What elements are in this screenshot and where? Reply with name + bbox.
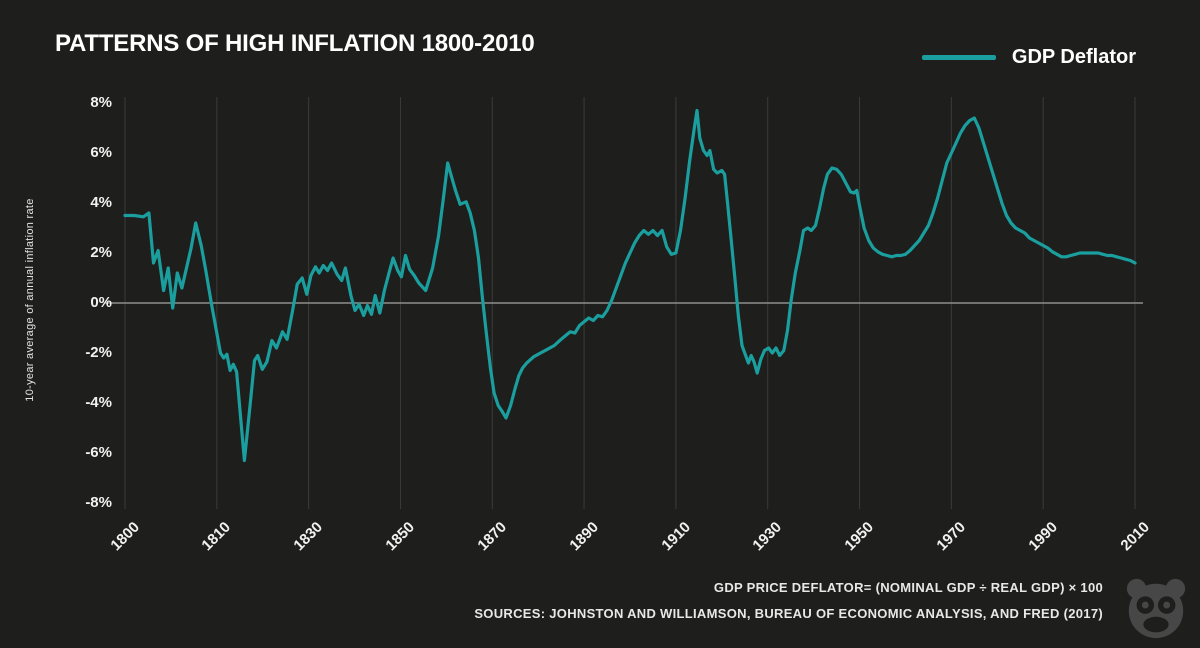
y-tick-label: -4% [85, 394, 112, 411]
chart-title: PATTERNS OF HIGH INFLATION 1800-2010 [55, 30, 535, 57]
y-tick-label: 8% [90, 94, 112, 111]
legend-line-swatch [921, 55, 996, 60]
y-tick-label: -2% [85, 344, 112, 361]
sources-note: SOURCES: JOHNSTON AND WILLIAMSON, BUREAU… [474, 606, 1103, 621]
y-tick-label: -8% [85, 494, 112, 511]
footnotes: GDP PRICE DEFLATOR= (NOMINAL GDP ÷ REAL … [474, 575, 1103, 627]
legend-label: GDP Deflator [1011, 46, 1136, 68]
series-line-gdp-deflator [123, 108, 1137, 463]
brand-logo-icon [1122, 574, 1190, 642]
y-tick-label: 0% [90, 294, 112, 311]
y-tick-label: 6% [90, 144, 112, 161]
formula-note: GDP PRICE DEFLATOR= (NOMINAL GDP ÷ REAL … [713, 580, 1103, 595]
legend: GDP Deflator [921, 46, 1136, 69]
y-tick-label: 2% [90, 244, 112, 261]
y-tick-label: -6% [85, 444, 112, 461]
y-tick-label: 4% [90, 194, 112, 211]
